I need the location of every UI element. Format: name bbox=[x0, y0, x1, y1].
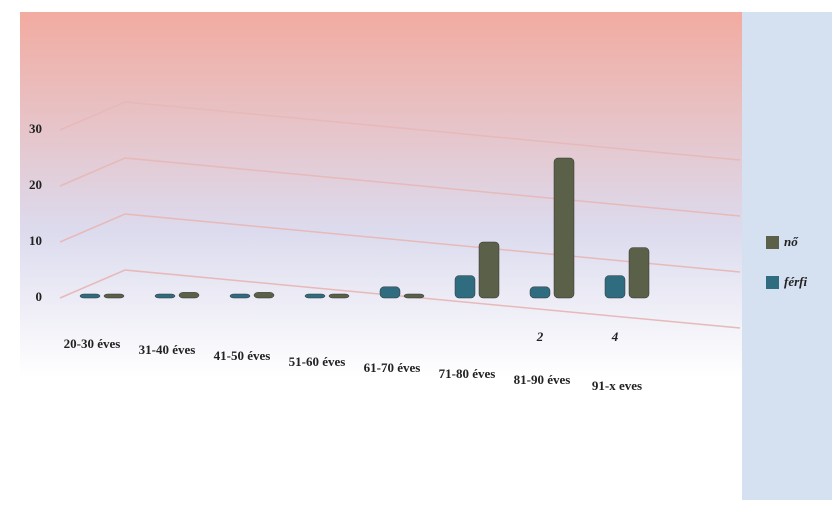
bar bbox=[454, 275, 476, 299]
legend-label: férfi bbox=[784, 274, 807, 289]
y-tick-label: 0 bbox=[36, 289, 43, 304]
bar bbox=[229, 293, 251, 299]
x-tick-label: 61-70 éves bbox=[364, 360, 421, 375]
bar bbox=[529, 286, 551, 299]
bar bbox=[328, 293, 350, 299]
bar bbox=[154, 293, 176, 299]
bar bbox=[379, 286, 401, 299]
bar bbox=[79, 293, 101, 299]
y-tick-label: 10 bbox=[29, 233, 42, 248]
bar bbox=[478, 241, 500, 299]
legend-swatch bbox=[766, 276, 779, 289]
x-tick-label: 31-40 éves bbox=[139, 342, 196, 357]
y-tick-label: 20 bbox=[29, 177, 42, 192]
x-tick-label: 20-30 éves bbox=[64, 336, 121, 351]
x-tick-label: 41-50 éves bbox=[214, 348, 271, 363]
x-tick-label: 81-90 éves bbox=[514, 372, 571, 387]
y-tick-label: 30 bbox=[29, 121, 42, 136]
value-label: 2 bbox=[536, 329, 544, 344]
grid-line bbox=[59, 101, 741, 161]
grid-line bbox=[59, 269, 741, 329]
bar bbox=[253, 292, 275, 299]
bar bbox=[628, 247, 650, 299]
value-label: 4 bbox=[611, 329, 619, 344]
x-tick-label: 91-x eves bbox=[592, 378, 642, 393]
plot-background bbox=[20, 12, 742, 500]
x-tick-label: 51-60 éves bbox=[289, 354, 346, 369]
bar bbox=[604, 275, 626, 299]
grid-line bbox=[59, 213, 741, 273]
x-tick-label: 71-80 éves bbox=[439, 366, 496, 381]
legend-swatch bbox=[766, 236, 779, 249]
legend-label: nő bbox=[784, 234, 799, 249]
grid-line bbox=[59, 157, 741, 217]
bar bbox=[178, 292, 200, 299]
bar bbox=[304, 293, 326, 299]
bar bbox=[103, 293, 125, 299]
legend-panel bbox=[742, 12, 832, 500]
bar bbox=[403, 293, 425, 299]
bar bbox=[553, 157, 575, 299]
